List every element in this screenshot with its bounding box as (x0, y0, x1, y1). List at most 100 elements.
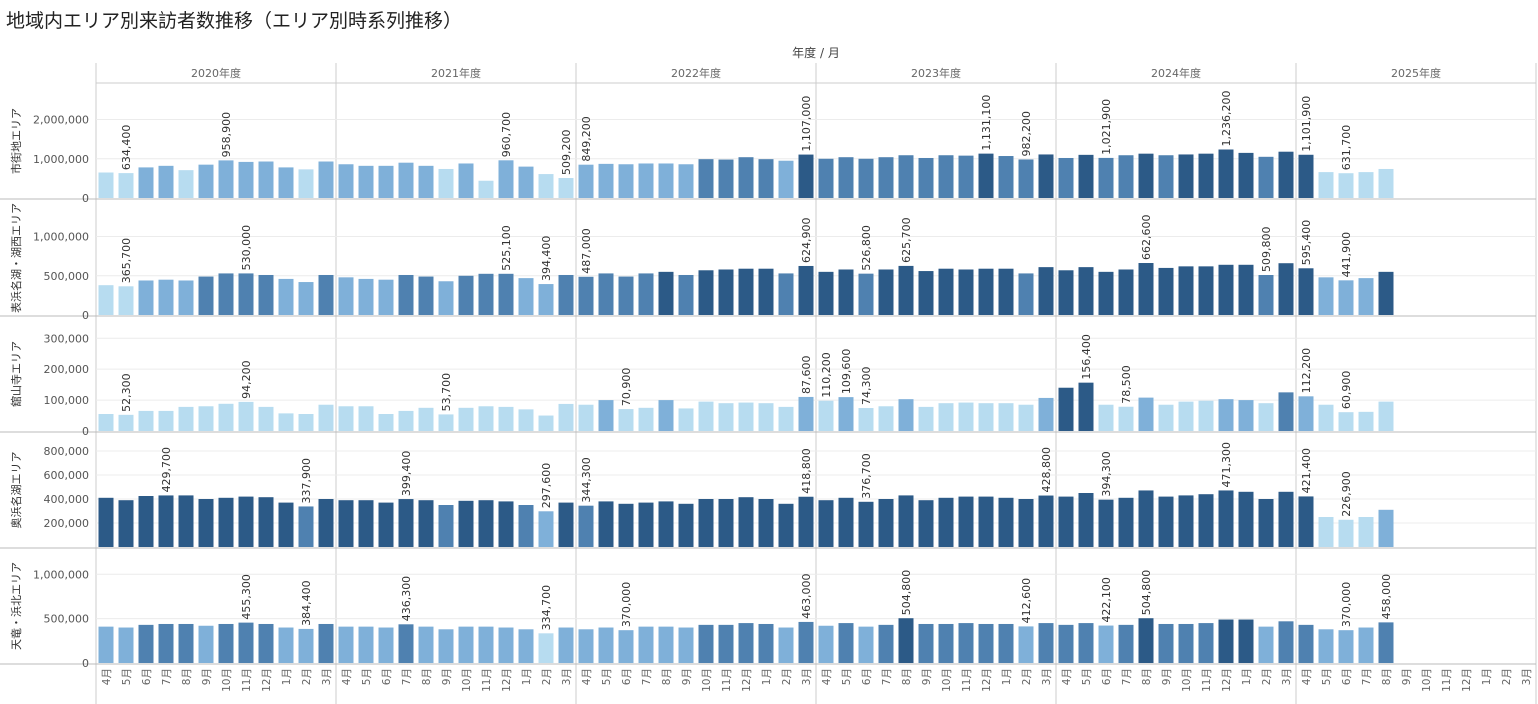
bar (1158, 267, 1174, 315)
year-header: 2020年度 (191, 66, 241, 80)
x-tick-label: 8月 (181, 668, 193, 685)
bar (238, 401, 254, 431)
bar (638, 502, 654, 547)
bar (518, 629, 534, 663)
bar (878, 157, 894, 198)
x-tick-label: 4月 (581, 668, 593, 685)
data-label: 418,800 (800, 448, 813, 494)
bar (1238, 152, 1254, 198)
bar (798, 265, 814, 315)
row-label: 表浜名湖・湖西エリア (9, 203, 23, 313)
data-label: 78,500 (1120, 365, 1133, 404)
bar (1098, 499, 1114, 547)
bar (978, 623, 994, 663)
bar (1238, 619, 1254, 663)
bar (478, 626, 494, 663)
bar (218, 623, 234, 663)
bar (738, 497, 754, 547)
bar (98, 626, 114, 663)
bar (838, 623, 854, 663)
bar (1158, 496, 1174, 547)
bar (1138, 397, 1154, 431)
bar (418, 626, 434, 663)
bar (238, 496, 254, 547)
row-label: 奥浜名湖エリア (9, 452, 23, 529)
bar (1158, 155, 1174, 198)
x-tick-label: 12月 (741, 668, 753, 692)
bar (1038, 154, 1054, 198)
data-label: 94,200 (240, 360, 253, 399)
bar (538, 174, 554, 198)
bar (1078, 267, 1094, 315)
data-label: 60,900 (1340, 371, 1353, 410)
bar (378, 627, 394, 663)
bar (678, 164, 694, 198)
bar (398, 624, 414, 663)
x-tick-label: 6月 (381, 668, 393, 685)
bar (658, 501, 674, 547)
x-tick-label: 4月 (1301, 668, 1313, 685)
y-tick-label: 200,000 (44, 517, 90, 530)
x-tick-label: 12月 (1221, 668, 1233, 692)
year-header: 2024年度 (1151, 66, 1201, 80)
bar (578, 276, 594, 315)
y-tick-label: 300,000 (44, 332, 90, 345)
bar (598, 273, 614, 315)
data-label: 631,700 (1340, 125, 1353, 171)
bar (838, 497, 854, 547)
bar (238, 273, 254, 315)
bar (1058, 624, 1074, 663)
bar (438, 505, 454, 547)
data-label: 370,000 (1340, 582, 1353, 628)
bar (1198, 153, 1214, 198)
x-tick-label: 9月 (921, 668, 933, 685)
bar (878, 406, 894, 431)
bar (298, 282, 314, 315)
bar (1038, 623, 1054, 663)
bar (1198, 400, 1214, 431)
bar (598, 627, 614, 663)
bar (178, 280, 194, 315)
bar (338, 277, 354, 315)
x-tick-label: 1月 (1241, 668, 1253, 685)
bar (118, 500, 134, 547)
bar (558, 178, 574, 198)
bar (1298, 268, 1314, 315)
data-label: 436,300 (400, 576, 413, 622)
bar (258, 274, 274, 315)
bar (678, 408, 694, 431)
bar (158, 165, 174, 198)
x-tick-label: 6月 (1101, 668, 1113, 685)
year-header: 2021年度 (431, 66, 481, 80)
bar (138, 496, 154, 547)
bar (438, 168, 454, 198)
bar (398, 499, 414, 547)
x-tick-label: 2月 (1261, 668, 1273, 685)
row-label: 市街地エリア (9, 108, 23, 174)
x-tick-label: 10月 (701, 668, 713, 692)
x-tick-label: 3月 (321, 668, 333, 685)
bar (798, 396, 814, 431)
data-label: 1,021,900 (1100, 99, 1113, 155)
bar (138, 167, 154, 198)
bar (718, 499, 734, 547)
data-label: 662,600 (1140, 215, 1153, 261)
bar (578, 505, 594, 547)
data-label: 109,600 (840, 349, 853, 395)
data-label: 458,000 (1380, 574, 1393, 620)
bar (1298, 154, 1314, 198)
bar (498, 160, 514, 198)
bar (258, 497, 274, 547)
bar (918, 406, 934, 431)
bar (458, 626, 474, 663)
bar (258, 161, 274, 198)
bar (258, 406, 274, 431)
bar (478, 273, 494, 315)
bar (118, 414, 134, 431)
bar (818, 500, 834, 547)
bar (1098, 271, 1114, 315)
x-tick-label: 5月 (841, 668, 853, 685)
bar (1378, 271, 1394, 315)
data-label: 156,400 (1080, 334, 1093, 380)
